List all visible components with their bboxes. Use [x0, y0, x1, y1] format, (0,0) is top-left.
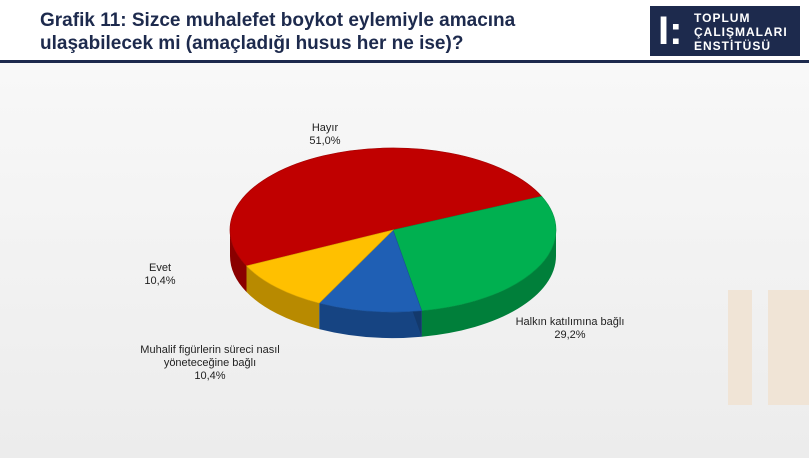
value-label: 10,4% — [194, 370, 226, 382]
logo-mark: I: — [658, 9, 683, 53]
header: Grafik 11: Sizce muhalefet boykot eylemi… — [0, 0, 809, 63]
slice-side — [230, 230, 247, 292]
slice — [245, 229, 394, 304]
value-label: 51,0% — [309, 135, 341, 147]
slice-side — [319, 303, 422, 339]
title: Grafik 11: Sizce muhalefet boykot eylemi… — [40, 10, 516, 54]
slice — [318, 229, 423, 313]
slice — [392, 196, 557, 312]
slice-side — [421, 230, 556, 337]
slice-label: Evet — [148, 262, 171, 274]
logo-text: ENSTİTÜSÜ — [694, 39, 772, 53]
slice-label: Hayır — [311, 122, 339, 134]
slice-side — [246, 265, 320, 330]
watermark — [768, 290, 809, 405]
slice-label: Muhalif figürlerin süreci nasıl yönetece… — [140, 344, 280, 369]
logo-text: TOPLUM — [694, 11, 751, 25]
logo: I: TOPLUM ÇALIŞMALARI ENSTİTÜSÜ — [650, 6, 800, 56]
value-label: 10,4% — [144, 275, 176, 287]
slice — [229, 147, 543, 267]
value-label: 29,2% — [554, 329, 586, 341]
watermark — [728, 290, 752, 405]
logo-text: ÇALIŞMALARI — [694, 25, 788, 39]
slice-label: Halkın katılımına bağlı — [515, 316, 625, 328]
